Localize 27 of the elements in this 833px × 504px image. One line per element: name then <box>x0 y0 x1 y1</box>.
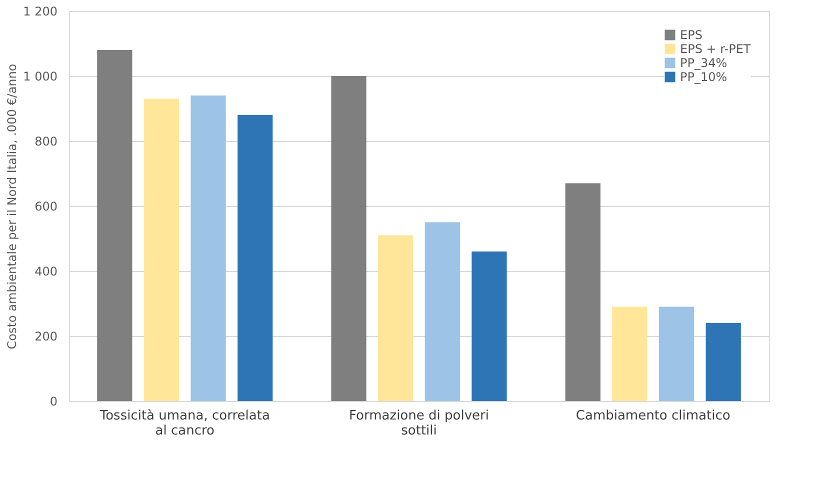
bar <box>190 96 226 401</box>
legend-label: PP_10% <box>680 70 728 84</box>
bar <box>565 183 600 401</box>
x-tick-label: Cambiamento climatico <box>576 408 730 424</box>
y-tick-label: 400 <box>34 264 58 278</box>
bar <box>472 252 507 401</box>
y-axis-title: Costo ambientale per il Nord Italia, .000 €/anno <box>5 64 20 350</box>
bar <box>658 306 694 401</box>
bar <box>612 306 648 401</box>
legend-label: EPS <box>680 28 702 42</box>
x-tick-label: Formazione di polveri sottili <box>349 408 489 438</box>
bar <box>238 115 273 401</box>
bar <box>706 323 741 401</box>
legend-label: PP_34% <box>680 56 728 70</box>
x-tick-label: Tossicità umana, correlata al cancro <box>98 408 270 438</box>
bar <box>424 222 460 401</box>
bar <box>97 50 132 401</box>
y-tick-label: 200 <box>34 330 58 344</box>
bar <box>331 76 366 401</box>
legend-label: EPS + r-PET <box>680 42 752 56</box>
y-tick-label: 0 <box>50 394 58 408</box>
y-tick-label: 800 <box>34 134 58 148</box>
y-tick-label: 1 000 <box>23 70 58 84</box>
bar <box>378 235 414 401</box>
y-tick-label: 600 <box>34 200 58 214</box>
bar <box>144 98 180 401</box>
y-tick-label: 1 200 <box>23 4 58 18</box>
